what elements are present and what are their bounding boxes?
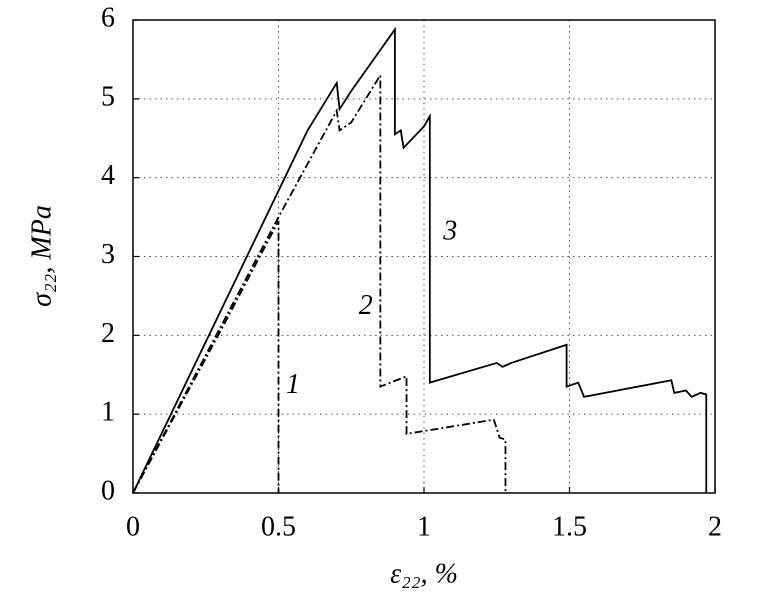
x-axis-label: ε₂₂, % — [390, 558, 458, 589]
series-label: 3 — [442, 215, 457, 246]
series-line — [132, 26, 708, 494]
series-line — [132, 220, 280, 494]
x-tick-label: 1 — [417, 511, 431, 542]
y-tick-label: 1 — [101, 397, 115, 428]
y-tick-label: 2 — [101, 318, 115, 349]
y-tick-label: 3 — [101, 239, 115, 270]
y-tick-label: 6 — [101, 2, 115, 33]
y-tick-label: 0 — [101, 475, 115, 506]
y-axis-label: σ₂₂, MPa — [26, 205, 57, 307]
x-tick-label: 0 — [126, 511, 140, 542]
y-tick-label: 4 — [101, 160, 115, 191]
x-tick-label: 0.5 — [261, 511, 296, 542]
x-tick-label: 1.5 — [552, 511, 587, 542]
plot-frame — [132, 19, 716, 494]
series-label: 1 — [286, 369, 300, 400]
y-tick-label: 5 — [101, 81, 115, 112]
series-line — [132, 72, 507, 494]
series-label: 2 — [359, 290, 373, 321]
x-tick-label: 2 — [708, 511, 722, 542]
